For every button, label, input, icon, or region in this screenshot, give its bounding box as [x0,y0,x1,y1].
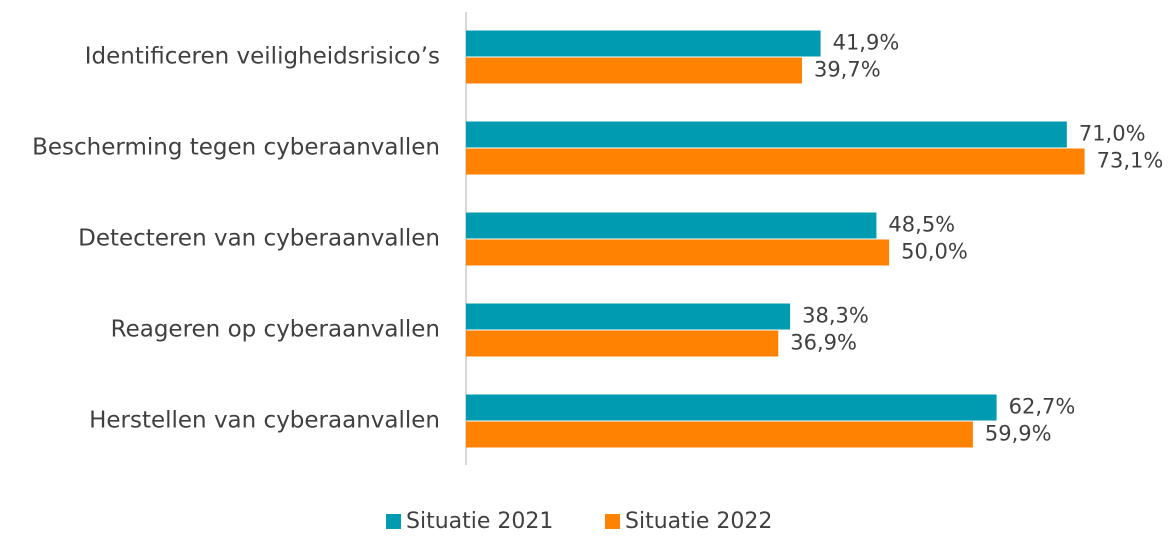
value-label: 48,5% [888,213,955,237]
category-label: Bescherming tegen cyberaanvallen [32,135,440,161]
bar [466,421,973,448]
value-label: 62,7% [1009,395,1076,419]
category-label: Identificeren veiligheidsrisico’s [85,44,440,70]
category-label: Detecteren van cyberaanvallen [78,226,440,252]
value-label: 50,0% [901,240,968,264]
bar [466,148,1085,175]
value-label: 71,0% [1079,122,1146,146]
bar [466,57,802,84]
legend-label: Situatie 2021 [406,509,553,534]
category-label: Reageren op cyberaanvallen [111,317,440,343]
bar [466,212,877,239]
value-label: 73,1% [1097,149,1164,173]
bar [466,239,890,266]
value-label: 41,9% [833,31,900,55]
legend-swatch [605,514,620,529]
bar [466,394,997,421]
bar [466,121,1067,148]
value-label: 59,9% [985,422,1052,446]
legend-label: Situatie 2022 [625,509,772,534]
bar [466,303,791,330]
value-label: 36,9% [790,331,857,355]
value-label: 38,3% [802,304,869,328]
category-label: Herstellen van cyberaanvallen [89,408,440,434]
bar [466,330,779,357]
bar [466,30,821,57]
value-label: 39,7% [814,58,881,82]
legend-swatch [386,514,401,529]
